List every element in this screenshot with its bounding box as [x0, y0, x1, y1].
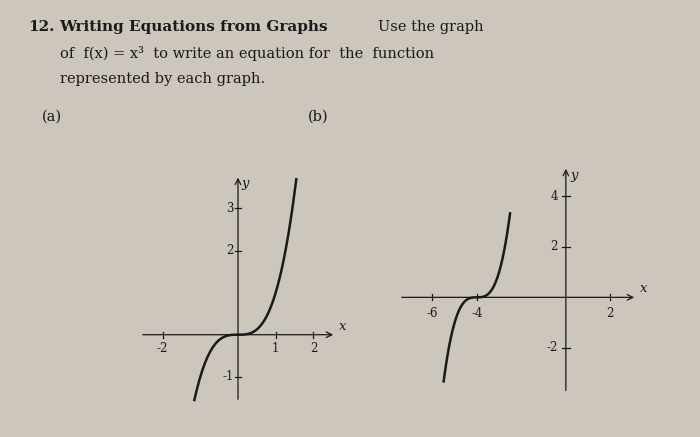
Text: x: x — [640, 282, 648, 295]
Text: x: x — [339, 319, 346, 333]
Text: 3: 3 — [226, 202, 234, 215]
Text: 2: 2 — [226, 244, 234, 257]
Text: -2: -2 — [547, 341, 558, 354]
Text: 2: 2 — [551, 240, 558, 253]
Text: -2: -2 — [157, 342, 168, 355]
Text: -4: -4 — [471, 308, 482, 320]
Text: (a): (a) — [42, 109, 62, 123]
Text: Use the graph: Use the graph — [378, 20, 484, 34]
Text: represented by each graph.: represented by each graph. — [60, 72, 265, 86]
Text: (b): (b) — [308, 109, 328, 123]
Text: 4: 4 — [550, 190, 558, 203]
Text: 2: 2 — [607, 308, 614, 320]
Text: 2: 2 — [309, 342, 317, 355]
Text: -6: -6 — [426, 308, 438, 320]
Text: y: y — [570, 169, 578, 182]
Text: of  f(x) = x³  to write an equation for  the  function: of f(x) = x³ to write an equation for th… — [60, 46, 433, 61]
Text: 1: 1 — [272, 342, 279, 355]
Text: y: y — [241, 177, 248, 190]
Text: 12.: 12. — [28, 20, 55, 34]
Text: -1: -1 — [222, 370, 234, 383]
Text: Writing Equations from Graphs: Writing Equations from Graphs — [60, 20, 328, 34]
